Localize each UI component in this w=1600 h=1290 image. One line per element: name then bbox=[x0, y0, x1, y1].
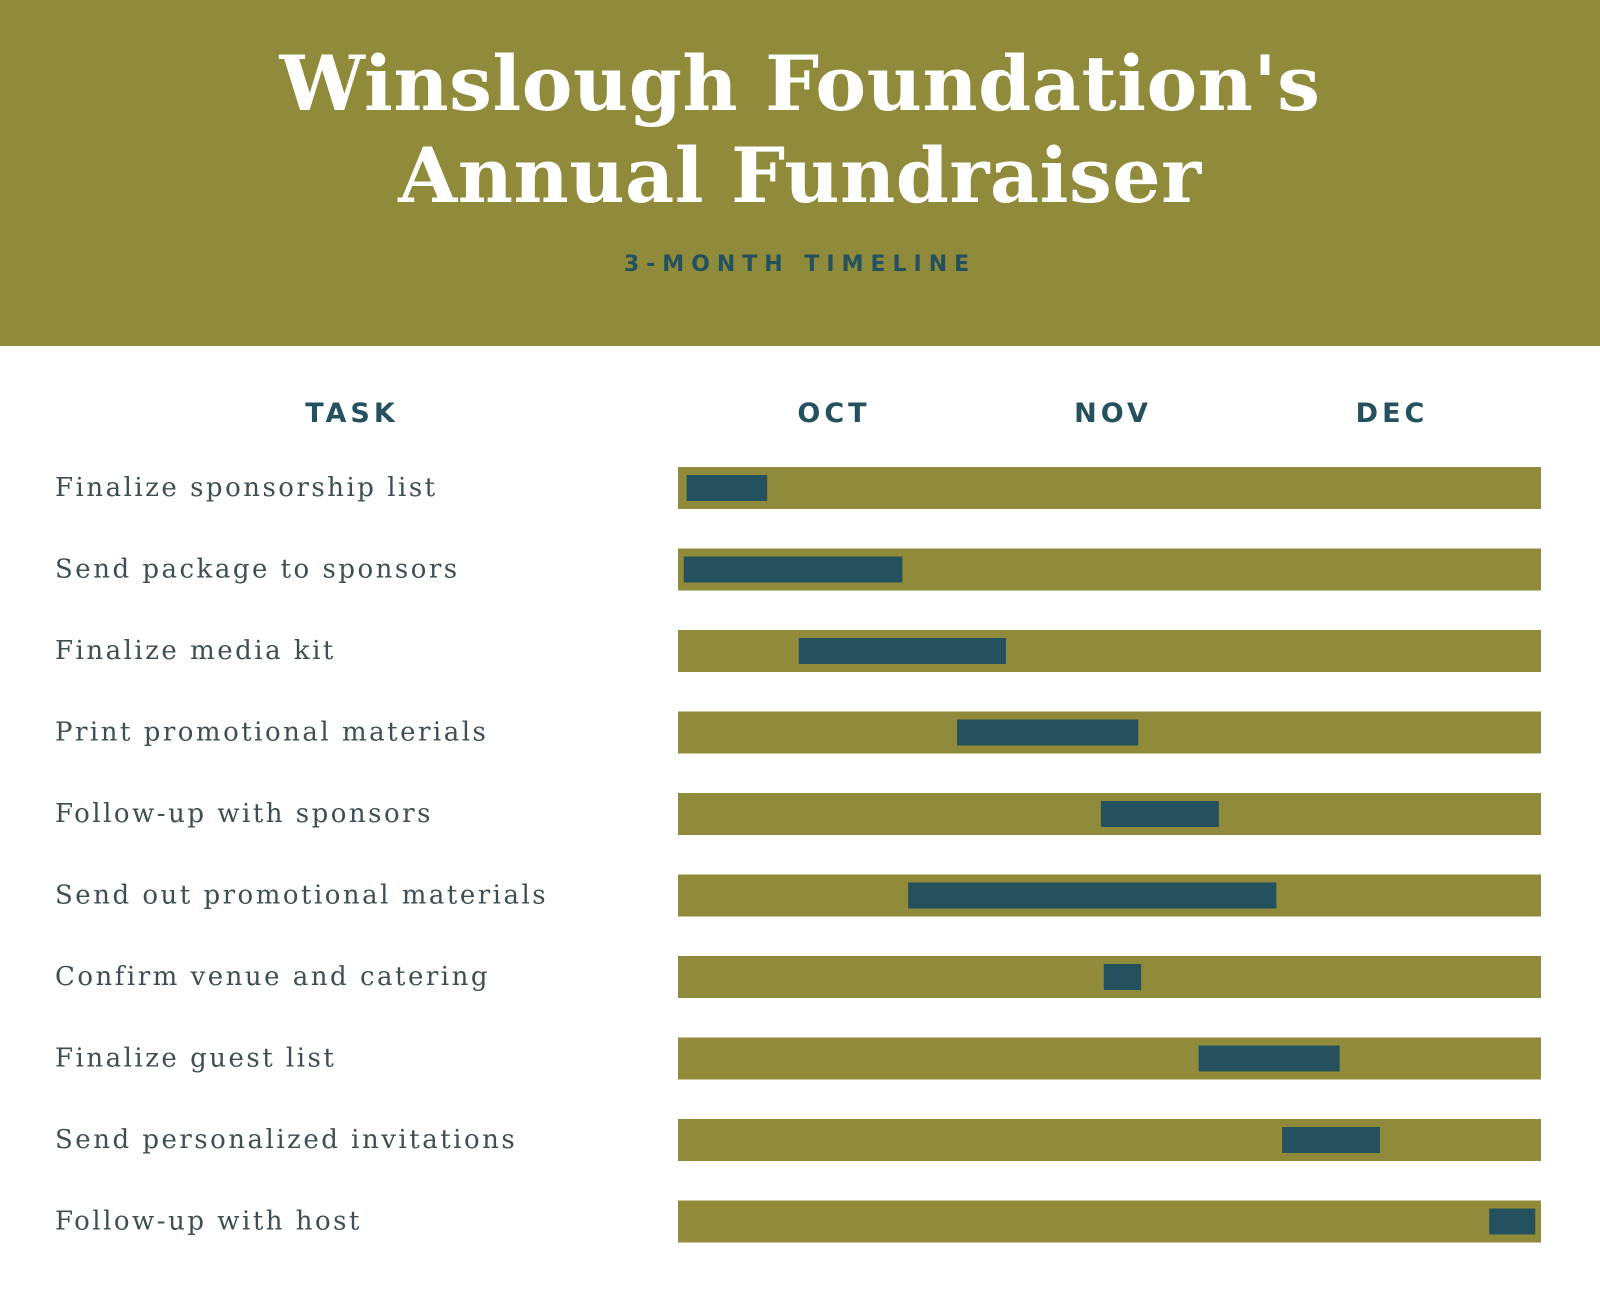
task-track bbox=[678, 467, 1541, 509]
task-bar bbox=[1198, 1045, 1340, 1072]
task-bar bbox=[683, 556, 903, 583]
task-bar bbox=[798, 638, 1006, 664]
task-row: Finalize sponsorship list bbox=[55, 467, 1541, 509]
title-line-2: Annual Fundraiser bbox=[398, 131, 1202, 220]
task-label: Send personalized invitations bbox=[55, 1125, 517, 1155]
task-bar bbox=[1282, 1127, 1380, 1153]
task-bar bbox=[908, 882, 1277, 909]
task-label: Finalize media kit bbox=[55, 636, 336, 666]
title-line-1: Winslough Foundation's bbox=[279, 39, 1321, 128]
month-header-nov: NOV bbox=[1074, 398, 1152, 429]
task-bar bbox=[1103, 964, 1142, 990]
task-label: Send out promotional materials bbox=[55, 881, 548, 911]
task-bar bbox=[686, 475, 768, 501]
task-label: Follow-up with host bbox=[55, 1207, 362, 1237]
task-row: Follow-up with host bbox=[55, 1200, 1541, 1243]
task-row: Finalize media kit bbox=[55, 630, 1541, 672]
month-header-dec: DEC bbox=[1355, 398, 1429, 429]
task-label: Print promotional materials bbox=[55, 718, 488, 748]
task-column-header: TASK bbox=[305, 398, 399, 429]
task-track bbox=[678, 1119, 1541, 1161]
task-row: Send personalized invitations bbox=[55, 1119, 1541, 1161]
task-label: Finalize guest list bbox=[55, 1044, 336, 1074]
task-label: Confirm venue and catering bbox=[55, 962, 490, 992]
task-label: Follow-up with sponsors bbox=[55, 799, 433, 829]
task-row: Finalize guest list bbox=[55, 1037, 1541, 1080]
subtitle: 3-MONTH TIMELINE bbox=[623, 252, 977, 277]
task-row: Send out promotional materials bbox=[55, 874, 1541, 917]
task-bar bbox=[1489, 1208, 1536, 1235]
task-row: Send package to sponsors bbox=[55, 548, 1541, 591]
month-header-oct: OCT bbox=[797, 398, 871, 429]
task-track bbox=[678, 1200, 1541, 1243]
header-banner: Winslough Foundation's Annual Fundraiser… bbox=[0, 0, 1600, 346]
task-bar bbox=[957, 719, 1139, 746]
task-label: Finalize sponsorship list bbox=[55, 473, 438, 503]
task-row: Confirm venue and catering bbox=[55, 956, 1541, 998]
task-bar bbox=[1100, 801, 1219, 827]
task-track bbox=[678, 1037, 1541, 1080]
page-title: Winslough Foundation's Annual Fundraiser bbox=[0, 38, 1600, 222]
task-row: Print promotional materials bbox=[55, 711, 1541, 754]
task-label: Send package to sponsors bbox=[55, 555, 460, 585]
task-row: Follow-up with sponsors bbox=[55, 793, 1541, 835]
